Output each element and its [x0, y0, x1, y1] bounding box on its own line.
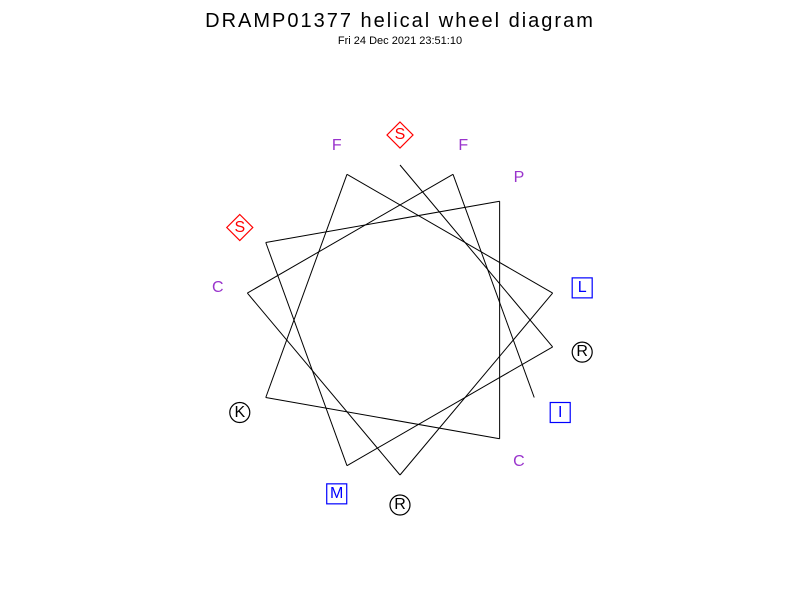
wheel-edge — [347, 174, 553, 293]
residue-label: R — [576, 343, 588, 361]
residue-label: C — [513, 453, 525, 471]
residue-label: F — [458, 137, 468, 155]
residue-label: L — [578, 279, 587, 297]
residue-label: F — [332, 137, 342, 155]
residue-label: M — [330, 485, 343, 503]
residue-label: R — [394, 496, 406, 514]
residue-label: S — [395, 126, 406, 144]
residue-label: K — [234, 404, 245, 422]
residue-label: C — [212, 279, 224, 297]
residue-label: I — [558, 404, 562, 422]
wheel-edge — [247, 174, 453, 293]
wheel-edge — [266, 398, 500, 439]
residue-label: S — [234, 219, 245, 237]
residue-label: P — [514, 169, 525, 187]
